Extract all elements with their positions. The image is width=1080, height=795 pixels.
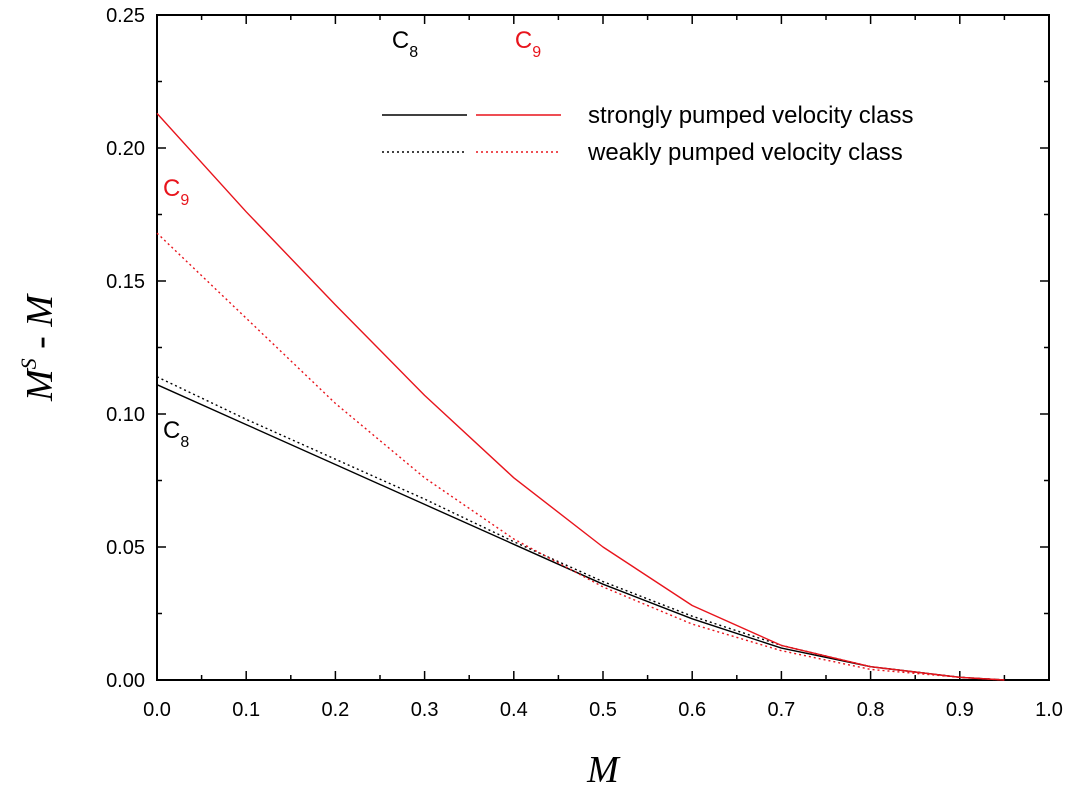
x-tick-label: 0.4: [500, 699, 528, 721]
legend-header-c9: C9: [515, 27, 541, 61]
x-tick-label: 0.0: [143, 699, 171, 721]
x-tick-label: 0.1: [232, 699, 260, 721]
x-tick-label: 0.2: [321, 699, 349, 721]
y-axis-title: MS - M: [16, 293, 61, 402]
series-line-c8-weak: [156, 376, 1005, 681]
x-tick-label: 0.5: [589, 699, 617, 721]
y-axis-title-main: M: [19, 367, 61, 402]
legend: C8 C9 strongly pumped velocity class weakly…: [382, 27, 913, 166]
series-line-c8-strong: [156, 384, 1005, 681]
x-tick-label: 0.7: [767, 699, 795, 721]
x-tick-label: 0.8: [857, 699, 885, 721]
y-tick-label: 0.00: [106, 670, 145, 692]
y-tick-labels: 0.00 0.05 0.10 0.15 0.20 0.25: [106, 5, 145, 692]
x-tick-label: 1.0: [1035, 699, 1063, 721]
y-axis-title-rest: - M: [19, 293, 61, 359]
y-axis-title-sup: S: [16, 358, 41, 369]
x-tick-label: 0.3: [411, 699, 439, 721]
x-tick-labels: 0.0 0.1 0.2 0.3 0.4 0.5 0.6 0.7 0.8 0.9 1.0: [143, 699, 1063, 721]
legend-label-weak: weakly pumped velocity class: [587, 139, 903, 166]
annotation-c8: C8: [163, 417, 189, 451]
annotations: C9 C8: [163, 175, 189, 451]
x-axis-title: M: [586, 749, 621, 791]
x-tick-label: 0.9: [946, 699, 974, 721]
y-tick-label: 0.05: [106, 537, 145, 559]
legend-label-strong: strongly pumped velocity class: [588, 102, 913, 129]
legend-header-c8: C8: [392, 27, 418, 61]
axis-ticks: [156, 14, 1050, 681]
y-tick-label: 0.25: [106, 5, 145, 27]
series-layer: [156, 112, 1005, 681]
y-tick-label: 0.15: [106, 271, 145, 293]
y-tick-label: 0.10: [106, 404, 145, 426]
x-tick-label: 0.6: [678, 699, 706, 721]
series-line-c9-strong: [156, 112, 1005, 681]
y-tick-label: 0.20: [106, 138, 145, 160]
series-line-c9-weak: [156, 232, 1005, 681]
annotation-c9: C9: [163, 175, 189, 209]
